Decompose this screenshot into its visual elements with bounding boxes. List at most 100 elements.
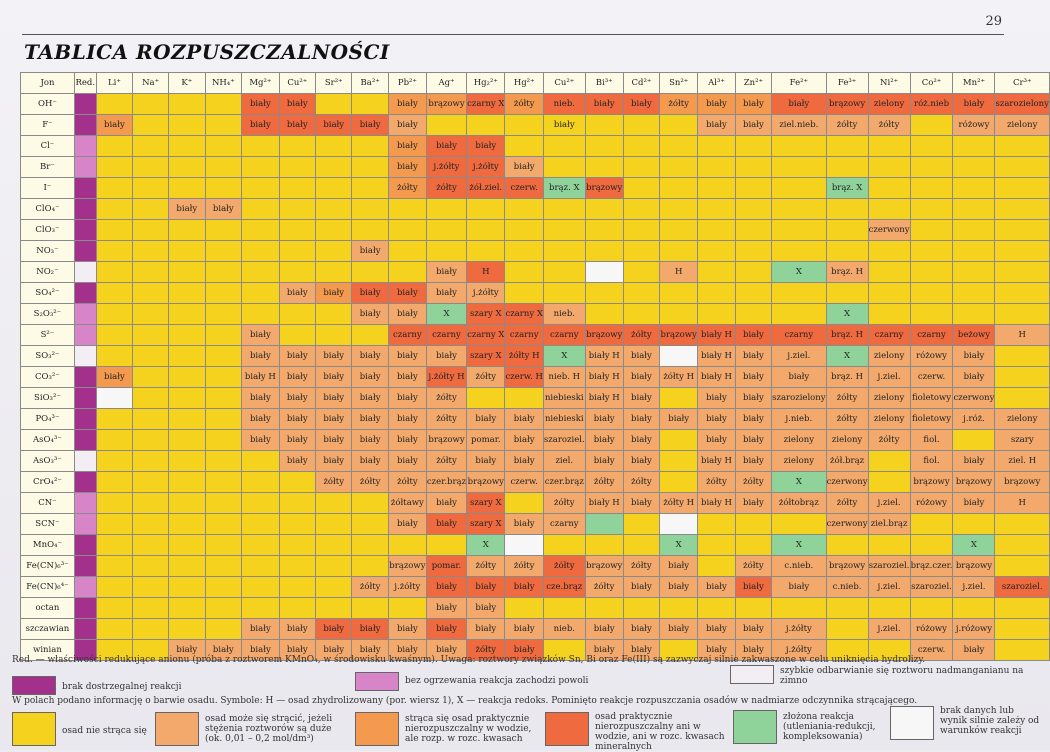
table-cell <box>387 534 427 556</box>
table-cell <box>95 534 134 556</box>
table-cell: żółty <box>425 408 468 430</box>
table-cell <box>659 240 699 262</box>
table-cell: żół.ziel. <box>466 177 506 199</box>
table-cell: biały <box>504 408 544 430</box>
table-cell: biały <box>659 576 699 598</box>
table-cell <box>771 156 827 178</box>
table-row: CrO₄²⁻ żółty żółty żółty czer.brąz brązowy cze… <box>20 471 1050 493</box>
table-cell <box>952 429 996 451</box>
table-cell: żółty H <box>504 345 544 367</box>
table-cell <box>909 240 954 262</box>
table-cell <box>952 219 996 241</box>
table-cell: żółty <box>351 471 389 493</box>
table-cell: zielony <box>825 429 869 451</box>
table-cell <box>622 261 661 283</box>
table-cell <box>867 450 911 472</box>
table-cell: biały <box>771 366 827 388</box>
ion-label: CO₃²⁻ <box>20 366 75 388</box>
table-cell <box>95 450 134 472</box>
table-cell <box>315 156 353 178</box>
table-cell: j.żółty <box>387 576 427 598</box>
table-cell <box>867 639 911 661</box>
table-cell <box>351 261 389 283</box>
table-cell <box>315 324 353 346</box>
header-cation: Mg²⁺ <box>241 72 280 94</box>
table-cell: biały <box>241 639 280 661</box>
table-cell <box>504 387 544 409</box>
table-cell <box>994 534 1050 556</box>
table-cell: biały <box>241 429 280 451</box>
table-cell <box>825 282 869 304</box>
table-cell <box>168 366 206 388</box>
table-row: PO₄³⁻ biały biały biały biały biały żółty biały… <box>20 408 1050 430</box>
table-cell: biały <box>95 114 134 136</box>
table-cell <box>994 555 1050 577</box>
table-cell: niebieski <box>542 387 586 409</box>
legend-swatch-cat1 <box>12 712 56 746</box>
table-cell <box>204 387 243 409</box>
table-cell <box>734 534 773 556</box>
table-cell: c.nieb. <box>771 555 827 577</box>
table-cell <box>204 597 243 619</box>
table-cell: biały <box>315 639 353 661</box>
table-cell: biały <box>241 387 280 409</box>
reducing-indicator <box>73 618 97 640</box>
table-cell <box>994 387 1050 409</box>
header-cation: Bi³⁺ <box>584 72 624 94</box>
table-cell <box>241 135 280 157</box>
table-cell: żółty <box>542 492 586 514</box>
table-cell <box>504 135 544 157</box>
table-cell <box>825 639 869 661</box>
table-cell: biały <box>278 450 317 472</box>
table-cell <box>204 450 243 472</box>
table-cell <box>542 597 586 619</box>
legend-swatch-red-none <box>12 676 56 695</box>
table-cell: biały <box>697 576 736 598</box>
header-cation: Hg₂²⁺ <box>466 72 506 94</box>
table-cell: żółty <box>825 114 869 136</box>
table-cell <box>584 303 624 325</box>
header-cation: Ag⁺ <box>425 72 468 94</box>
table-cell <box>132 492 170 514</box>
table-cell <box>584 114 624 136</box>
table-cell: biały <box>278 387 317 409</box>
table-row: Fe(CN)₆⁴⁻ żółty j.żółty biały biały biały cze.… <box>20 576 1050 598</box>
table-cell <box>351 597 389 619</box>
reducing-indicator <box>73 597 97 619</box>
table-cell <box>584 198 624 220</box>
table-cell: biały <box>168 198 206 220</box>
table-cell <box>241 156 280 178</box>
table-cell <box>952 135 996 157</box>
table-cell: biały <box>351 303 389 325</box>
table-cell <box>95 198 134 220</box>
table-cell: żółty <box>659 93 699 115</box>
table-cell: żółty H <box>659 366 699 388</box>
table-cell <box>241 261 280 283</box>
table-cell <box>909 198 954 220</box>
table-cell: brązowy <box>825 93 869 115</box>
table-cell: biały <box>584 639 624 661</box>
table-cell: szaroziel. <box>867 555 911 577</box>
table-cell <box>466 114 506 136</box>
table-cell <box>204 492 243 514</box>
table-cell: biały <box>278 93 317 115</box>
table-cell <box>994 135 1050 157</box>
table-cell <box>734 177 773 199</box>
table-cell: biały <box>387 345 427 367</box>
table-cell <box>204 618 243 640</box>
table-cell <box>132 282 170 304</box>
table-cell <box>204 156 243 178</box>
table-cell <box>168 324 206 346</box>
table-cell <box>952 177 996 199</box>
reducing-indicator <box>73 198 97 220</box>
table-cell <box>994 156 1050 178</box>
table-cell <box>425 219 468 241</box>
table-cell <box>204 114 243 136</box>
table-cell: biały <box>542 114 586 136</box>
table-cell: czarny <box>771 324 827 346</box>
table-cell <box>542 198 586 220</box>
table-cell: czarny X <box>466 324 506 346</box>
table-cell <box>622 177 661 199</box>
table-cell <box>132 576 170 598</box>
table-cell: biały <box>315 408 353 430</box>
